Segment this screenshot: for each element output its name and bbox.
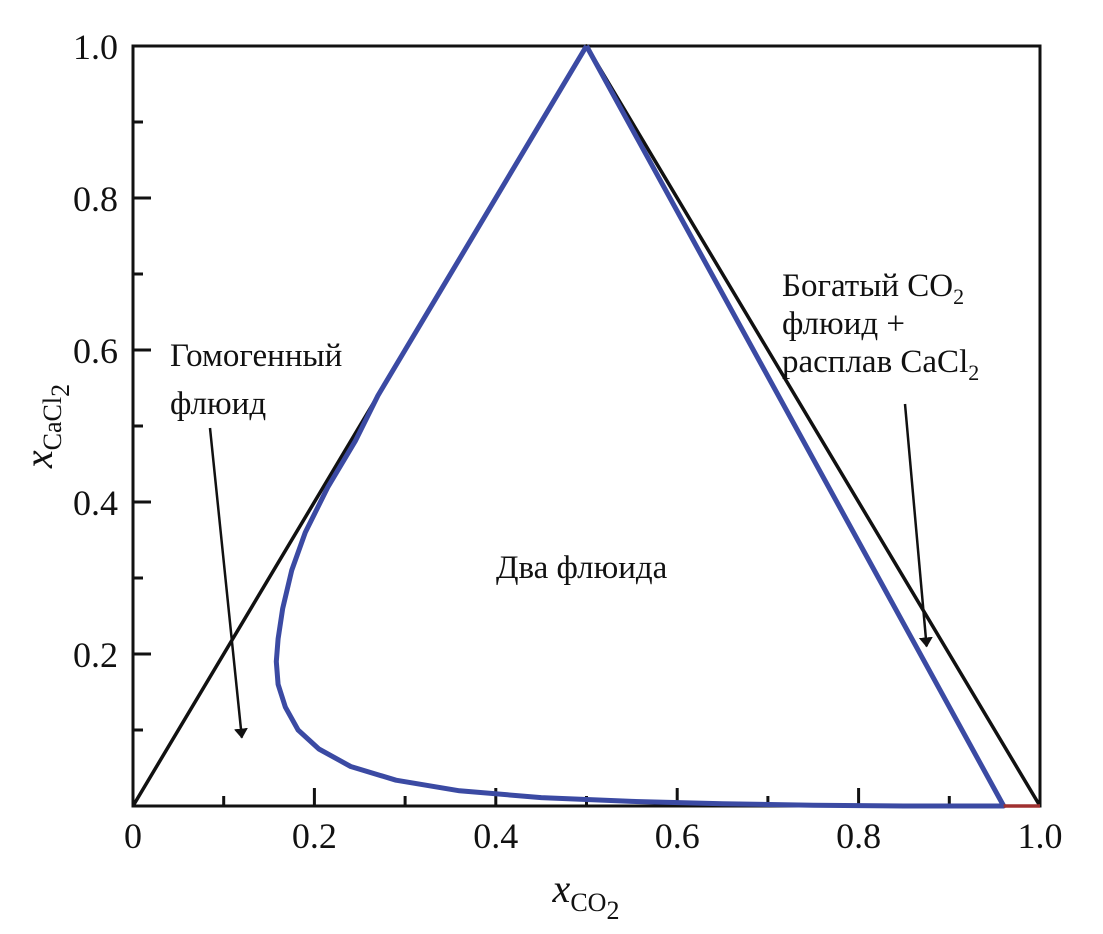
y-axis-title: xCaCl2 xyxy=(16,384,75,469)
y-tick-label: 0.4 xyxy=(73,483,118,523)
annotation-homogeneous-line: Гомогенный xyxy=(170,338,342,374)
y-tick-label: 1.0 xyxy=(73,27,118,67)
x-tick-label: 0.2 xyxy=(292,816,337,856)
x-tick-label: 1.0 xyxy=(1018,816,1063,856)
annotation-co2-rich-line: Богатый CO2 xyxy=(782,268,964,309)
series-line-2 xyxy=(273,44,1007,809)
x-tick-label: 0.6 xyxy=(655,816,700,856)
y-tick-label: 0.2 xyxy=(73,635,118,675)
annotation-co2-rich-line: расплав CaCl2 xyxy=(782,344,979,385)
annotation-two-fluids-line: Два флюида xyxy=(496,550,668,586)
annotation-homogeneous-line: флюид xyxy=(170,386,266,422)
annotation-co2-rich-arrow xyxy=(903,403,933,648)
x-tick-label: 0 xyxy=(124,816,142,856)
series-layer xyxy=(131,44,1042,809)
axis-ticks xyxy=(133,120,951,806)
y-tick-label: 0.6 xyxy=(73,331,118,371)
plot-frame xyxy=(131,44,1042,808)
annotation-homogeneous-arrow xyxy=(208,427,248,739)
annotation-co2-rich-line: флюид + xyxy=(782,306,905,342)
x-tick-label: 0.4 xyxy=(473,816,518,856)
annotations: Гомогенный флюид Два флюида Богатый CO2флюи… xyxy=(170,268,979,739)
y-tick-label: 0.8 xyxy=(73,179,118,219)
series-line-1 xyxy=(131,44,1042,807)
axis-tick-labels: 0 0.2 0.4 0.6 0.8 1.0 0.2 0.4 0.6 0.8 1.0 xyxy=(73,27,1063,856)
x-axis-title: xCO2 xyxy=(552,866,620,925)
x-tick-label: 0.8 xyxy=(836,816,881,856)
